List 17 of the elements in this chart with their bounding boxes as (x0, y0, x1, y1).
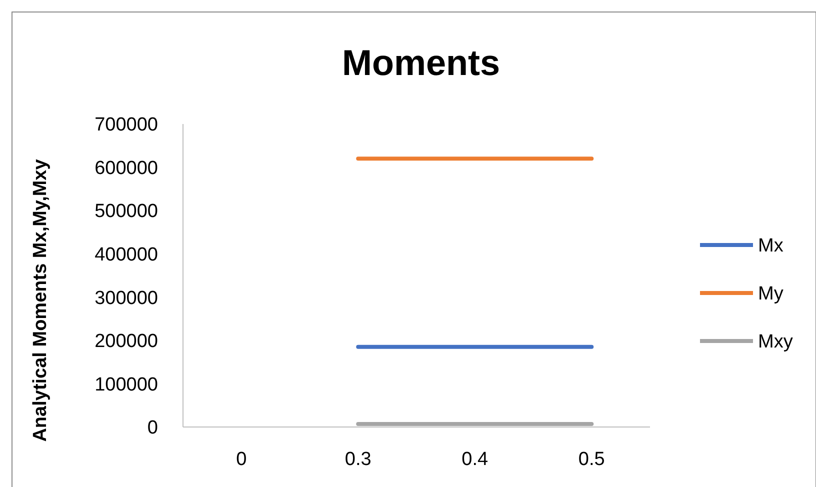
legend-label: Mx (758, 236, 784, 257)
x-tick-label: 0 (236, 449, 247, 470)
y-axis-title: Analytical Moments Mx,My,Mxy (30, 158, 51, 442)
y-tick-label: 200000 (94, 331, 158, 352)
legend-label: Mxy (758, 332, 794, 353)
y-tick-label: 600000 (94, 158, 158, 179)
x-tick-label: 0.5 (578, 449, 605, 470)
legend-label: My (758, 284, 784, 305)
y-tick-label: 0 (147, 418, 158, 439)
y-tick-label: 500000 (94, 201, 158, 222)
y-tick-label: 400000 (94, 244, 158, 266)
x-tick-label: 0.4 (462, 449, 489, 470)
chart-title: Moments (342, 42, 500, 83)
y-tick-label: 300000 (94, 288, 158, 309)
x-tick-label: 0.3 (344, 449, 372, 470)
y-tick-label: 700000 (94, 114, 158, 136)
y-tick-label: 100000 (94, 374, 158, 396)
